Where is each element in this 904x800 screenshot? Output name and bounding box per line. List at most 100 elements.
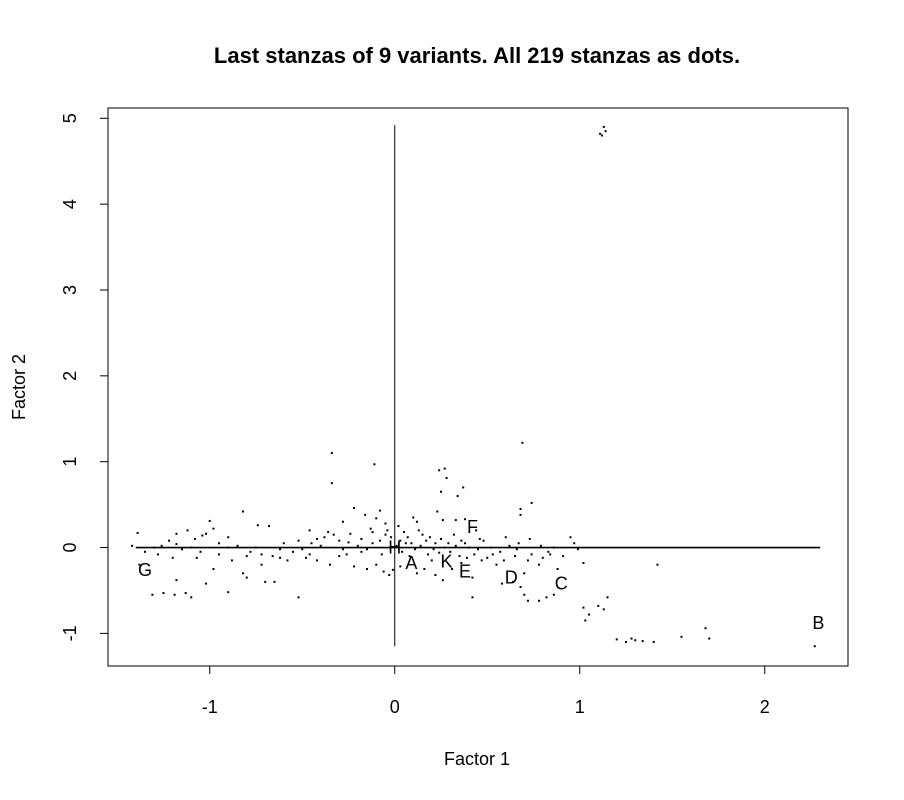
stanza-dot xyxy=(316,559,319,562)
stanza-dot xyxy=(332,533,335,536)
stanza-dot xyxy=(308,553,311,556)
stanza-dot xyxy=(508,544,511,547)
stanza-dot xyxy=(538,599,541,602)
stanza-dot xyxy=(390,536,393,539)
stanza-dot xyxy=(212,567,215,570)
stanza-dot xyxy=(308,529,311,532)
stanza-dot xyxy=(271,555,274,558)
stanza-dot xyxy=(297,539,300,542)
stanza-dot xyxy=(460,539,463,542)
stanza-dot xyxy=(255,546,257,549)
stanza-dot xyxy=(443,546,446,549)
stanza-dot xyxy=(341,520,344,523)
stanza-dot xyxy=(330,452,333,455)
stanza-dot xyxy=(386,529,389,532)
stanza-dot xyxy=(199,550,202,553)
chart-title: Last stanzas of 9 variants. All 219 stan… xyxy=(214,43,740,68)
stanza-dot xyxy=(526,559,529,562)
stanza-dot xyxy=(423,567,426,570)
stanza-dot xyxy=(256,524,259,527)
stanza-dot xyxy=(447,542,450,545)
stanza-dot xyxy=(378,539,381,542)
stanza-dot xyxy=(454,544,457,547)
stanza-dot xyxy=(499,550,502,553)
stanza-dot xyxy=(704,627,707,630)
stanza-dot xyxy=(242,572,245,575)
stanza-dot xyxy=(327,531,330,534)
stanza-dot xyxy=(227,536,230,539)
stanza-dot xyxy=(282,542,285,545)
stanza-dot xyxy=(175,579,178,582)
stanza-dot xyxy=(573,542,576,545)
stanza-dot xyxy=(521,441,524,444)
y-axis-label: Factor 2 xyxy=(9,354,29,420)
x-tick-label: 2 xyxy=(760,697,770,717)
stanza-dot xyxy=(267,525,270,528)
variant-label-k: K xyxy=(441,551,453,571)
variant-label-d: D xyxy=(505,568,518,588)
stanza-dot xyxy=(388,574,391,577)
stanza-dot xyxy=(584,619,587,622)
stanza-dot xyxy=(602,125,605,128)
stanza-dot xyxy=(341,548,344,551)
stanza-dot xyxy=(260,563,263,566)
variant-label-c: C xyxy=(555,574,568,594)
stanza-dot xyxy=(504,536,507,539)
stanza-dot xyxy=(415,520,418,523)
stanza-dot xyxy=(502,559,505,562)
stanza-dot xyxy=(597,604,600,607)
stanza-dot xyxy=(190,596,193,599)
stanza-dot xyxy=(432,548,435,551)
y-axis: -1 0 1 2 3 4 5 xyxy=(60,113,109,641)
stanza-dot xyxy=(301,548,304,551)
stanza-dot xyxy=(364,513,367,516)
stanza-dot xyxy=(193,537,196,540)
stanza-dot xyxy=(360,537,363,540)
stanza-dot xyxy=(415,572,418,575)
stanza-dot xyxy=(138,563,141,566)
stanza-dot xyxy=(173,593,176,596)
stanza-dot xyxy=(441,519,444,522)
stanza-dot xyxy=(286,559,289,562)
stanza-dot xyxy=(323,536,326,539)
stanza-dot xyxy=(353,565,356,568)
stanza-dot xyxy=(195,556,198,559)
stanza-dot xyxy=(441,579,444,582)
variant-label-e: E xyxy=(459,562,471,582)
stanza-dot xyxy=(349,532,352,535)
stanza-dot xyxy=(440,490,442,493)
stanza-dot xyxy=(491,553,494,556)
variant-label-g: G xyxy=(138,560,152,580)
stanza-dot xyxy=(438,469,441,472)
stanza-dot xyxy=(430,559,433,562)
stanza-dot xyxy=(641,640,644,643)
stanza-dot xyxy=(384,533,387,536)
stanza-dot xyxy=(375,563,378,566)
stanza-dot xyxy=(458,555,461,558)
stanza-dot xyxy=(356,544,359,547)
stanza-dot xyxy=(366,567,368,570)
stanza-dot xyxy=(464,518,467,521)
stanza-dot xyxy=(562,555,565,558)
stanza-dot xyxy=(515,548,518,551)
stanza-dot xyxy=(421,533,424,536)
stanza-dot xyxy=(338,539,341,542)
stanza-dot xyxy=(473,553,476,556)
stanza-dot xyxy=(227,591,230,594)
stanza-dot xyxy=(478,537,481,540)
stanza-dot xyxy=(602,608,605,611)
stanza-dot xyxy=(445,476,448,479)
stanza-dot xyxy=(230,559,233,562)
stanza-dot xyxy=(471,596,474,599)
plot-frame xyxy=(107,107,849,667)
stanza-dot xyxy=(151,593,154,596)
stanza-dot xyxy=(401,550,404,553)
stanza-dot xyxy=(556,567,559,570)
stanza-dot xyxy=(181,548,183,551)
stanza-dot xyxy=(369,527,372,530)
stanza-dot xyxy=(408,555,411,558)
y-tick-label: 3 xyxy=(60,285,80,295)
stanza-dot xyxy=(406,536,409,539)
stanza-dot xyxy=(171,556,174,559)
stanza-dot xyxy=(680,635,683,638)
